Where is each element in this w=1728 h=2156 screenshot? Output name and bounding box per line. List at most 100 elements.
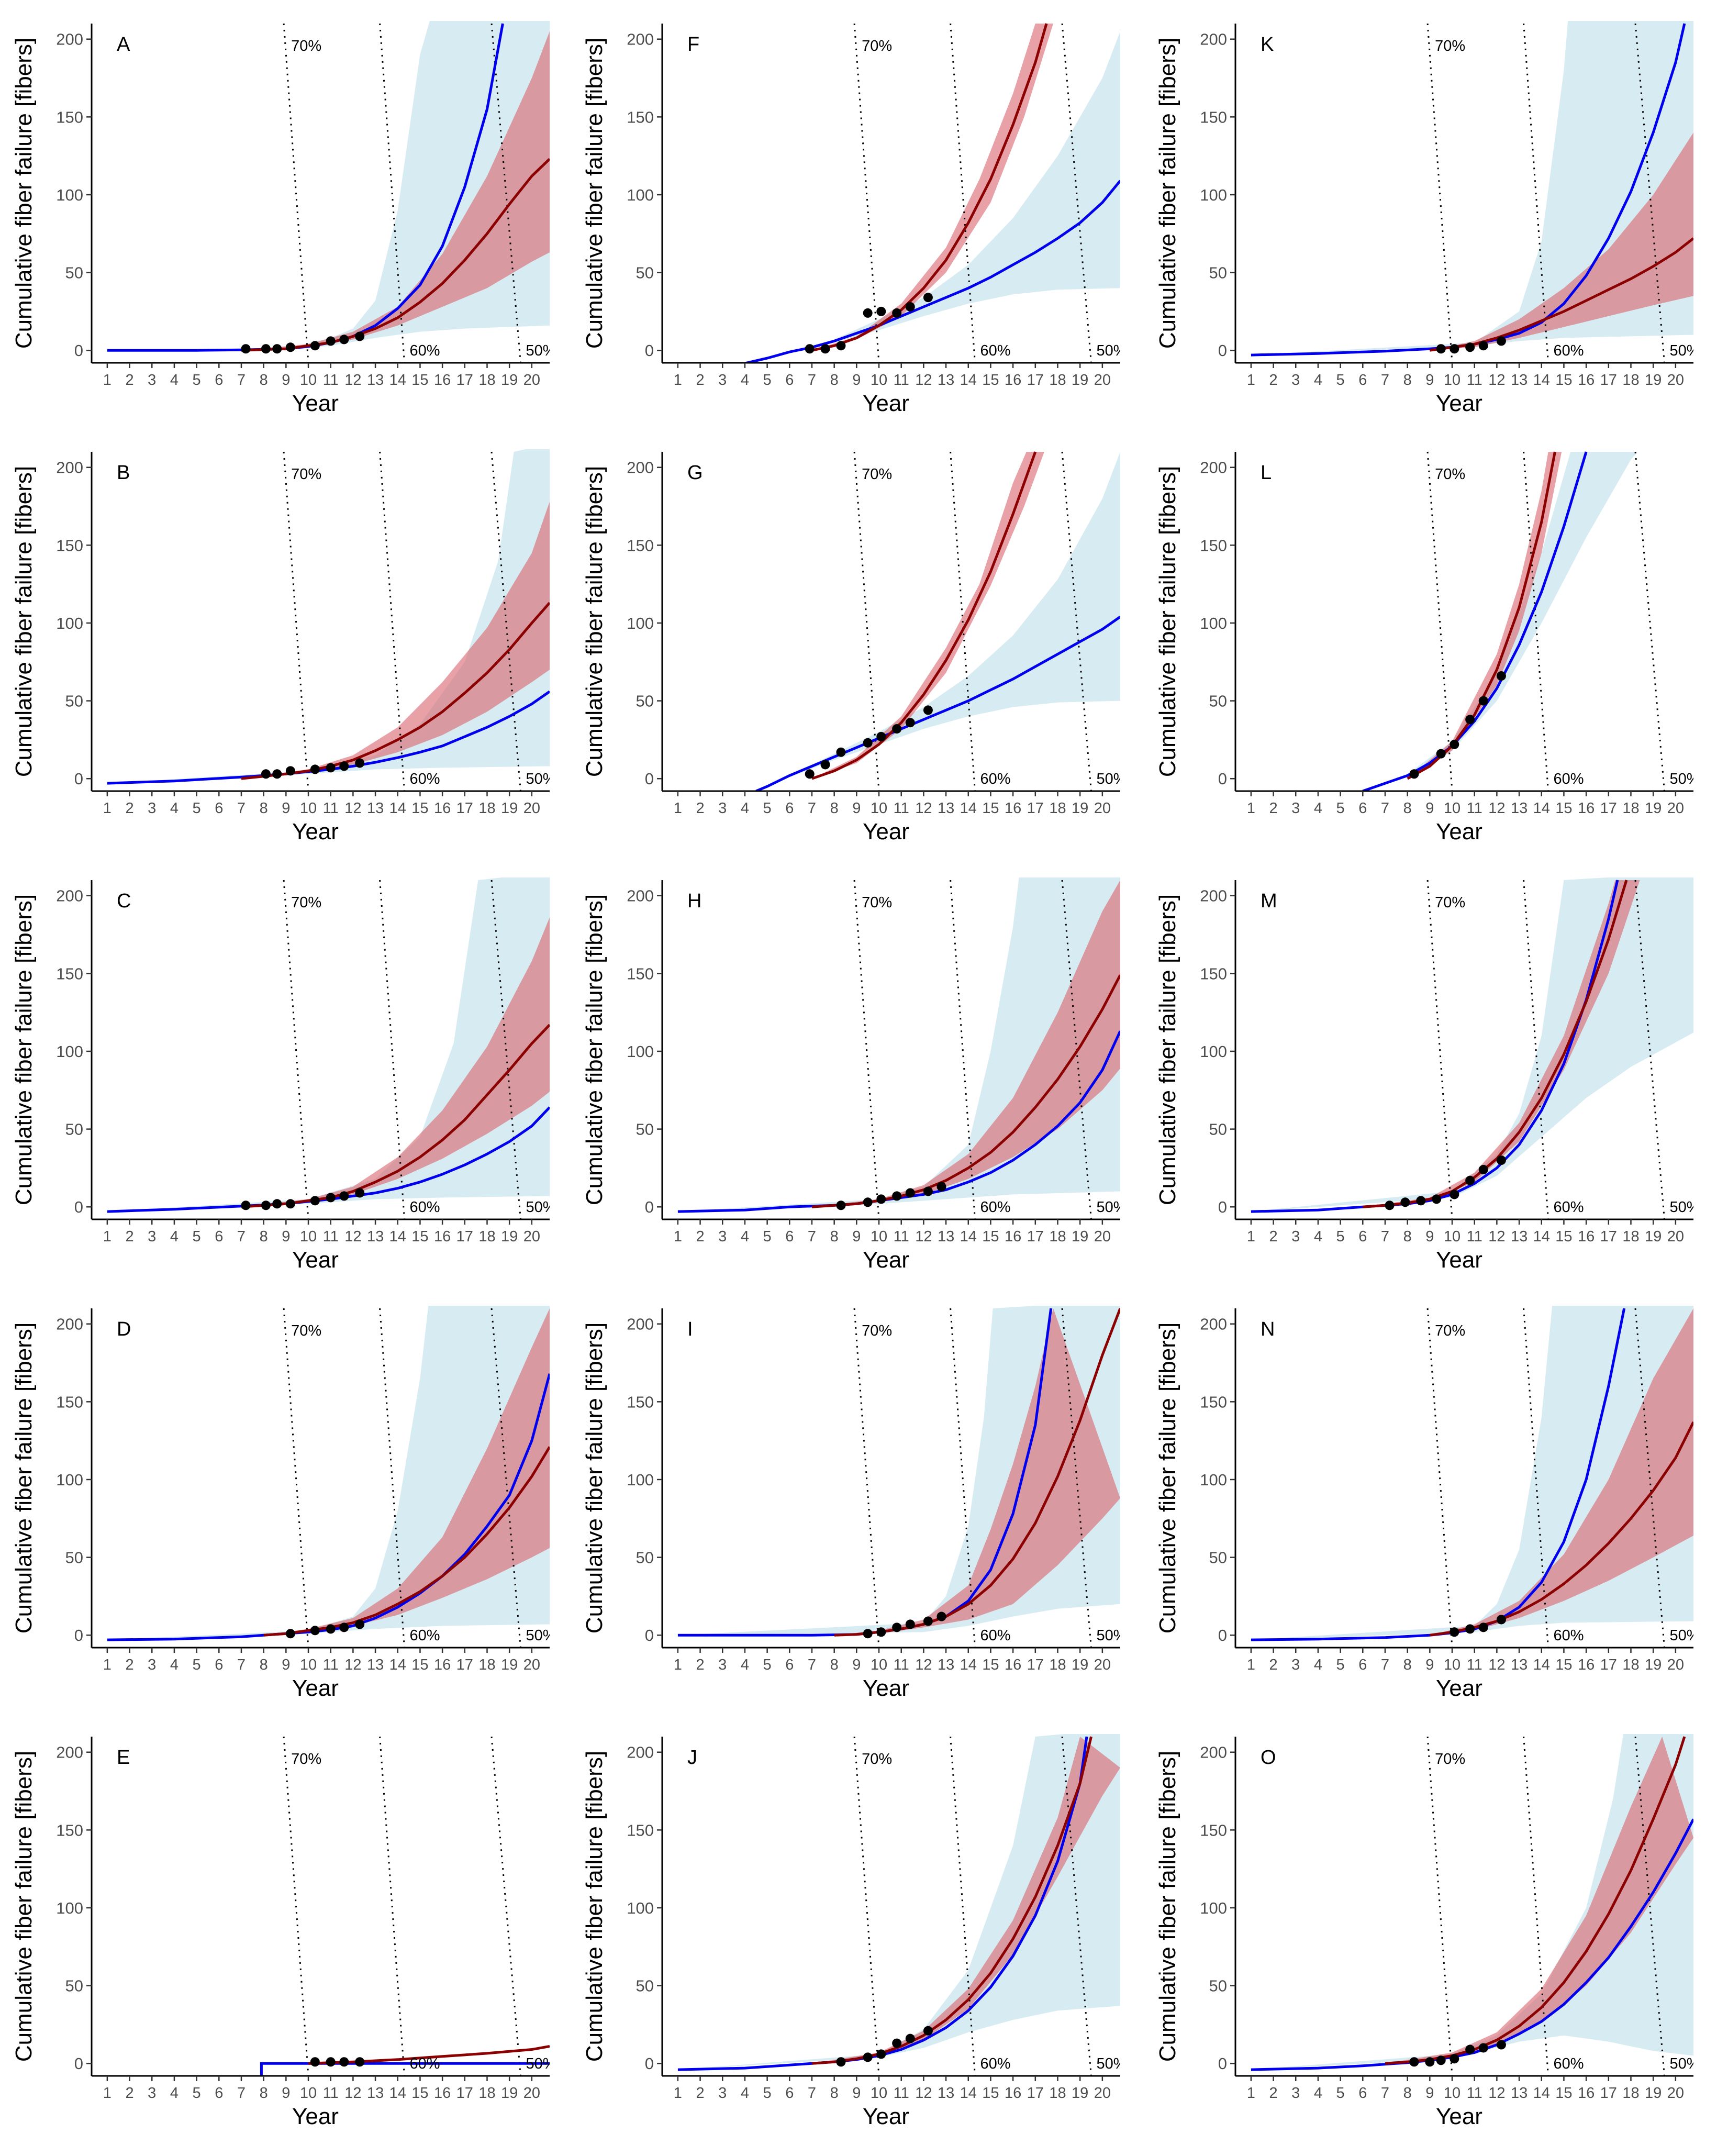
- y-tick-label: 0: [74, 1198, 83, 1216]
- threshold-line-50pct: [490, 23, 522, 363]
- x-tick-label: 7: [237, 800, 246, 817]
- x-tick-label: 8: [830, 1228, 839, 1245]
- blue-confidence-band: [677, 1734, 1120, 2070]
- data-point: [923, 2026, 933, 2036]
- threshold-line-70pct: [1426, 1736, 1453, 2076]
- x-tick-label: 17: [1600, 372, 1617, 388]
- x-axis-title: Year: [292, 2104, 339, 2129]
- x-axis-title: Year: [292, 1247, 339, 1273]
- x-tick-label: 9: [282, 2085, 290, 2102]
- x-tick-label: 7: [808, 2085, 816, 2102]
- x-tick-label: 4: [1314, 2085, 1322, 2102]
- x-tick-label: 19: [1645, 1657, 1662, 1673]
- panel-m: 70%60%50%M050100150200123456789101112131…: [1155, 877, 1693, 1273]
- y-tick-label: 0: [1218, 770, 1227, 788]
- threshold-label-50: 50%: [1670, 1627, 1693, 1644]
- data-point: [310, 764, 320, 774]
- x-axis-title: Year: [292, 819, 339, 844]
- x-tick-label: 8: [1403, 1228, 1412, 1245]
- panel-l: 70%60%50%L050100150200123456789101112131…: [1155, 451, 1693, 844]
- threshold-label-50: 50%: [1670, 771, 1693, 787]
- x-tick-label: 1: [674, 2085, 682, 2102]
- x-tick-label: 8: [260, 372, 268, 388]
- y-tick-label: 50: [636, 264, 654, 282]
- x-tick-label: 10: [300, 1657, 317, 1673]
- x-tick-label: 15: [1555, 2085, 1572, 2102]
- x-tick-label: 2: [1269, 1657, 1277, 1673]
- x-tick-label: 19: [501, 1657, 518, 1673]
- x-tick-label: 18: [1622, 2085, 1639, 2102]
- x-tick-label: 19: [1645, 2085, 1662, 2102]
- threshold-label-70: 70%: [862, 1751, 892, 1768]
- data-point: [905, 1619, 915, 1629]
- x-axis-title: Year: [863, 819, 909, 844]
- y-tick-label: 0: [645, 341, 654, 360]
- x-tick-label: 9: [1425, 800, 1434, 817]
- x-tick-label: 7: [808, 800, 816, 817]
- red-confidence-band: [812, 24, 1053, 351]
- x-tick-label: 2: [125, 1228, 133, 1245]
- data-point: [1465, 2044, 1475, 2054]
- x-tick-label: 3: [718, 800, 727, 817]
- x-tick-label: 5: [1336, 1228, 1345, 1245]
- x-tick-label: 13: [1511, 1657, 1528, 1673]
- x-tick-label: 14: [960, 1657, 977, 1673]
- data-point: [241, 344, 251, 354]
- x-tick-label: 6: [785, 1228, 794, 1245]
- threshold-label-70: 70%: [291, 1323, 321, 1339]
- red-confidence-band: [263, 1308, 550, 1636]
- x-tick-label: 1: [1247, 1657, 1255, 1673]
- panel-g: 70%60%50%G050100150200123456789101112131…: [582, 451, 1120, 844]
- data-point: [272, 344, 282, 354]
- x-tick-label: 15: [411, 1657, 428, 1673]
- y-tick-label: 0: [645, 2054, 654, 2073]
- x-axis-title: Year: [1436, 1675, 1482, 1701]
- data-point: [876, 1194, 886, 1204]
- threshold-label-60: 60%: [1554, 1199, 1584, 1216]
- data-point: [892, 1622, 902, 1632]
- x-tick-label: 16: [434, 800, 451, 817]
- x-tick-label: 12: [344, 1657, 361, 1673]
- threshold-label-70: 70%: [1435, 466, 1465, 483]
- x-tick-label: 18: [1622, 800, 1639, 817]
- x-tick-label: 3: [1291, 372, 1300, 388]
- data-point: [836, 2057, 846, 2067]
- y-tick-label: 200: [56, 459, 83, 477]
- x-tick-label: 17: [456, 1657, 473, 1673]
- red-confidence-band: [241, 31, 550, 351]
- data-point: [261, 769, 271, 779]
- y-tick-label: 200: [1200, 887, 1227, 905]
- x-tick-label: 13: [367, 1657, 384, 1673]
- y-tick-label: 50: [636, 692, 654, 710]
- red-model-line: [811, 451, 1037, 780]
- panel-letter: N: [1261, 1318, 1275, 1340]
- threshold-label-70: 70%: [1435, 894, 1465, 911]
- threshold-label-60: 60%: [980, 2055, 1011, 2072]
- x-tick-label: 3: [718, 1228, 727, 1245]
- x-tick-label: 15: [411, 2085, 428, 2102]
- x-tick-label: 14: [960, 800, 977, 817]
- x-tick-label: 1: [674, 1228, 682, 1245]
- x-tick-label: 8: [260, 2085, 268, 2102]
- y-tick-label: 0: [1218, 1626, 1227, 1644]
- y-tick-label: 0: [74, 341, 83, 360]
- x-tick-label: 2: [125, 800, 133, 817]
- y-tick-label: 50: [65, 692, 83, 710]
- x-tick-label: 4: [170, 2085, 179, 2102]
- y-tick-label: 200: [56, 1743, 83, 1762]
- y-tick-label: 0: [74, 1626, 83, 1644]
- x-tick-label: 9: [282, 1228, 290, 1245]
- x-tick-label: 1: [674, 800, 682, 817]
- y-tick-label: 100: [1200, 186, 1227, 204]
- plot-area: [107, 449, 550, 791]
- x-tick-label: 16: [1578, 2085, 1595, 2102]
- y-axis-title: Cumulative fiber failure [fibers]: [1155, 466, 1180, 777]
- x-tick-label: 5: [193, 1228, 201, 1245]
- x-tick-label: 13: [1511, 2085, 1528, 2102]
- plot-area: [1251, 1734, 1693, 2076]
- threshold-label-60: 60%: [980, 1627, 1011, 1644]
- threshold-label-60: 60%: [1554, 1627, 1584, 1644]
- x-tick-label: 9: [1425, 372, 1434, 388]
- plot-area: [677, 877, 1120, 1219]
- threshold-line-70pct: [1426, 23, 1453, 363]
